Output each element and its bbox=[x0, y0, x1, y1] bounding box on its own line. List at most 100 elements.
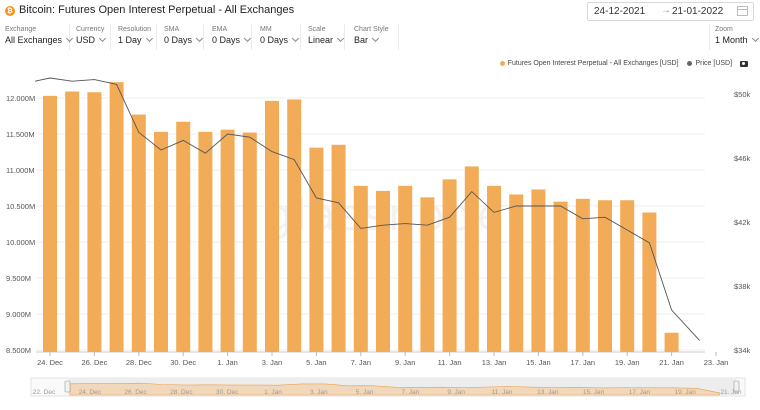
x-axis-tick-label: 11. Jan bbox=[438, 358, 462, 367]
right-axis: $50k $46k $42k $38k $34k bbox=[734, 90, 751, 355]
camera-icon[interactable] bbox=[740, 60, 748, 67]
bar bbox=[509, 194, 524, 352]
bar bbox=[65, 91, 80, 353]
x-axis-tick-label: 7. Jan bbox=[351, 358, 371, 367]
date-from-input[interactable]: 24-12-2021 bbox=[594, 6, 646, 17]
ema-label: EMA bbox=[212, 26, 228, 33]
resolution-value: 1 Day bbox=[118, 35, 142, 45]
resolution-select[interactable]: Resolution 1 Day bbox=[113, 24, 157, 50]
navigator-tick-label: 21. Jan bbox=[720, 389, 742, 396]
left-axis: 12.000M 11.500M 11.000M 10.500M 10.000M 9.500… bbox=[6, 94, 35, 355]
right-axis-tick-label: $38k bbox=[734, 282, 751, 291]
x-axis-tick-label: 28. Dec bbox=[126, 358, 152, 367]
bar bbox=[442, 179, 457, 352]
chart-style-label: Chart Style bbox=[354, 26, 389, 33]
right-axis-tick-label: $46k bbox=[734, 154, 751, 163]
bar bbox=[664, 332, 679, 352]
right-axis-tick-label: $34k bbox=[734, 346, 751, 355]
exchange-label: Exchange bbox=[5, 26, 37, 33]
bar bbox=[131, 114, 146, 352]
x-axis-tick-label: 21. Jan bbox=[659, 358, 684, 367]
left-axis-tick-label: 8.500M bbox=[6, 346, 31, 355]
right-axis-tick-label: $50k bbox=[734, 90, 751, 99]
bar bbox=[575, 198, 590, 352]
x-axis-tick-label: 24. Dec bbox=[37, 358, 63, 367]
x-axis-tick-label: 1. Jan bbox=[217, 358, 237, 367]
mm-label: MM bbox=[260, 26, 272, 33]
left-axis-tick-label: 10.500M bbox=[6, 202, 35, 211]
bar bbox=[553, 201, 568, 352]
left-axis-tick-label: 9.500M bbox=[6, 274, 31, 283]
bar bbox=[620, 200, 635, 352]
chart-title: Bitcoin: Futures Open Interest Perpetual… bbox=[19, 4, 295, 16]
arrow-right-icon: → bbox=[661, 5, 671, 16]
bar bbox=[398, 185, 413, 352]
date-range-picker[interactable]: 24-12-2021 → 21-01-2022 bbox=[587, 2, 754, 21]
bar bbox=[87, 92, 102, 353]
navigator-tick-label: 19. Jan bbox=[675, 389, 697, 396]
bar bbox=[309, 147, 324, 352]
bar bbox=[220, 129, 235, 352]
left-axis-tick-label: 10.000M bbox=[6, 238, 35, 247]
bar bbox=[242, 132, 257, 352]
bar bbox=[154, 131, 168, 352]
navigator-tick-label: 1. Jan bbox=[264, 389, 282, 396]
navigator-tick-label: 17. Jan bbox=[629, 389, 651, 396]
bar bbox=[353, 185, 368, 352]
chart-legend: Futures Open Interest Perpetual - All Ex… bbox=[493, 60, 748, 67]
x-axis-tick-label: 19. Jan bbox=[615, 358, 640, 367]
navigator-tick-label: 28. Dec bbox=[170, 389, 193, 396]
currency-select[interactable]: Currency USD bbox=[71, 24, 111, 50]
currency-value: USD bbox=[76, 35, 96, 45]
sma-select[interactable]: SMA 0 Days bbox=[159, 24, 204, 50]
legend-dot-icon bbox=[687, 60, 693, 66]
date-to-input[interactable]: 21-01-2022 bbox=[672, 6, 724, 17]
legend-label-open-interest: Futures Open Interest Perpetual - All Ex… bbox=[507, 60, 679, 67]
chart-style-select[interactable]: Chart Style Bar bbox=[349, 24, 399, 50]
x-axis-tick-label: 5. Jan bbox=[306, 358, 326, 367]
zoom-select[interactable]: Zoom 1 Month bbox=[709, 24, 759, 50]
x-axis-tick-label: 17. Jan bbox=[570, 358, 595, 367]
chart-style-value: Bar bbox=[354, 35, 369, 45]
x-axis-tick-label: 3. Jan bbox=[262, 358, 282, 367]
scale-value: Linear bbox=[308, 35, 334, 45]
legend-item-price[interactable]: Price [USD] bbox=[687, 60, 732, 67]
scale-select[interactable]: Scale Linear bbox=[303, 24, 345, 50]
calendar-icon[interactable] bbox=[737, 6, 748, 16]
bar bbox=[642, 212, 657, 352]
right-axis-tick-label: $42k bbox=[734, 218, 751, 227]
navigator-tick-label: 3. Jan bbox=[310, 389, 328, 396]
resolution-label: Resolution bbox=[118, 26, 152, 33]
bar bbox=[487, 185, 501, 352]
x-axis-tick-label: 15. Jan bbox=[526, 358, 551, 367]
bar bbox=[176, 121, 191, 352]
price-line bbox=[34, 77, 700, 341]
navigator-area bbox=[69, 382, 720, 396]
exchange-value: All Exchanges bbox=[5, 35, 63, 45]
navigator-tick-label: 13. Jan bbox=[537, 389, 559, 396]
navigator-tick-label: 24. Dec bbox=[79, 389, 102, 396]
navigator-tick-label: 9. Jan bbox=[447, 389, 465, 396]
x-axis-tick-label: 13. Jan bbox=[482, 358, 507, 367]
sma-label: SMA bbox=[164, 26, 180, 33]
bar bbox=[265, 100, 279, 352]
price-series bbox=[34, 77, 700, 341]
bar bbox=[287, 99, 302, 352]
currency-label: Currency bbox=[76, 26, 105, 33]
bar bbox=[376, 190, 390, 352]
navigator[interactable]: 22. Dec 24. Dec 26. Dec 28. Dec 30. Dec 1. Ja… bbox=[30, 377, 746, 397]
bar-series bbox=[43, 82, 679, 353]
bar bbox=[43, 95, 57, 352]
navigator-tick-label: 26. Dec bbox=[124, 389, 147, 396]
legend-dot-icon bbox=[499, 60, 505, 66]
x-axis-tick-label: 26. Dec bbox=[81, 358, 107, 367]
bar bbox=[331, 144, 346, 352]
exchange-select[interactable]: Exchange All Exchanges bbox=[0, 24, 74, 50]
sma-value: 0 Days bbox=[164, 35, 193, 45]
ema-select[interactable]: EMA 0 Days bbox=[207, 24, 252, 50]
zoom-value: 1 Month bbox=[715, 35, 748, 45]
legend-item-open-interest[interactable]: Futures Open Interest Perpetual - All Ex… bbox=[499, 60, 679, 67]
scale-label: Scale bbox=[308, 26, 326, 33]
mm-select[interactable]: MM 0 Days bbox=[255, 24, 301, 50]
x-axis: 24. Dec 26. Dec 28. Dec 30. Dec 1. Jan 3. Jan… bbox=[37, 352, 728, 367]
